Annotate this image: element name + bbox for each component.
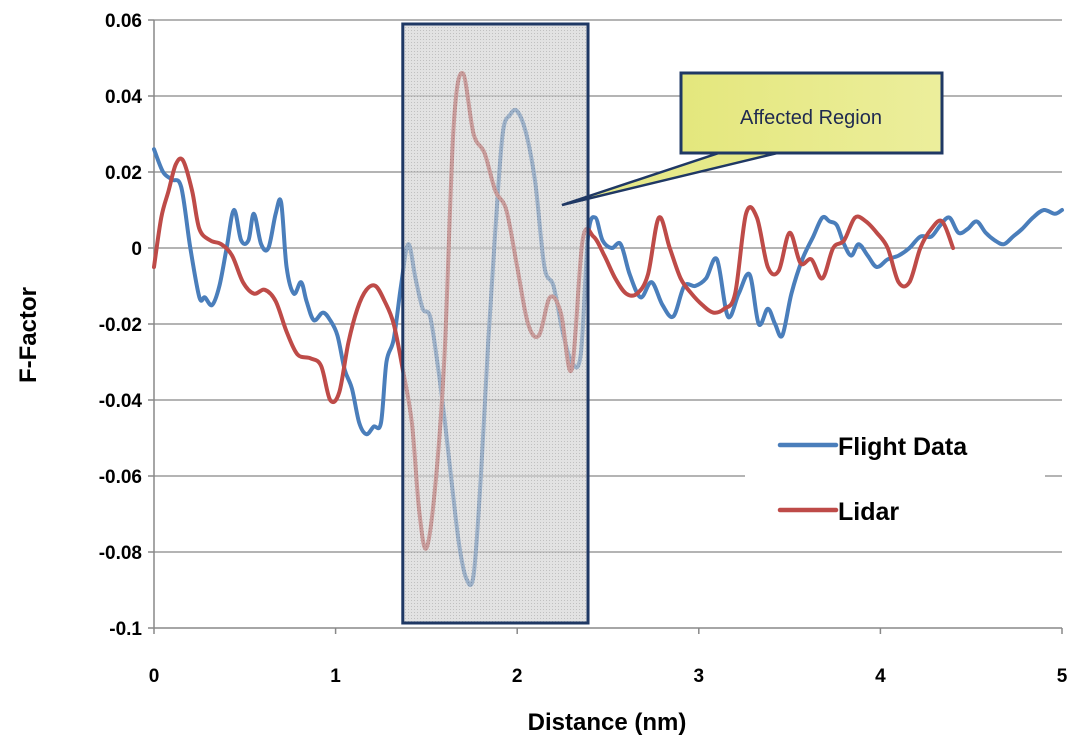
legend-background [745,418,1045,548]
x-tick-label-2: 2 [512,666,523,687]
legend-label-lidar: Lidar [838,498,899,526]
x-tick-label-1: 1 [330,666,341,687]
affected-region-layer [401,22,590,625]
y-tick-label-0: 0.06 [105,11,142,32]
affected-region-box [401,22,590,625]
y-axis-title: F-Factor [15,287,42,383]
tick-labels: 0.06 0.04 0.02 0 -0.02 -0.04 -0.06 -0.08 -0.1 0 1 2… [99,11,1068,687]
y-tick-label-6: -0.06 [99,467,142,488]
y-tick-label-3: 0 [131,239,142,260]
x-tick-label-5: 5 [1057,666,1068,687]
y-tick-label-8: -0.1 [109,619,142,640]
callout-label: Affected Region [740,107,882,129]
x-tick-label-3: 3 [694,666,705,687]
y-tick-label-4: -0.02 [99,315,142,336]
y-tick-label-2: 0.02 [105,163,142,184]
y-tick-label-7: -0.08 [99,543,142,564]
gridlines [154,19,1062,553]
x-tick-label-0: 0 [149,666,160,687]
callout-box [679,71,944,155]
x-tick-label-4: 4 [875,666,886,687]
x-axis-title: Distance (nm) [528,709,687,736]
callout: Affected Region [561,71,944,207]
callout-pointer [561,148,791,207]
axes [148,19,1063,634]
y-tick-label-5: -0.04 [99,391,143,412]
legend-label-flight-data: Flight Data [838,433,968,461]
y-tick-label-1: 0.04 [105,87,142,108]
legend: Flight Data Lidar [745,418,1045,548]
